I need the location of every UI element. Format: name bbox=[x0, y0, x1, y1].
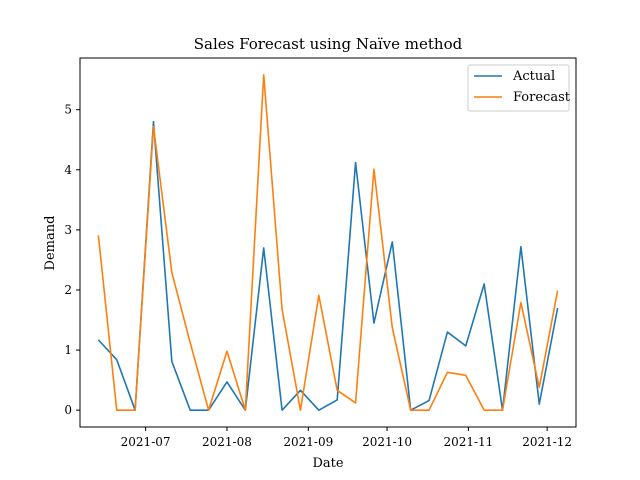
legend-label-forecast: Forecast bbox=[513, 90, 571, 105]
legend-label-actual: Actual bbox=[512, 69, 555, 84]
y-tick-label: 1 bbox=[64, 343, 72, 357]
x-tick-label: 2021-08 bbox=[202, 435, 252, 449]
y-tick-label: 3 bbox=[64, 223, 72, 237]
y-tick-label: 0 bbox=[64, 403, 72, 417]
y-tick-label: 2 bbox=[64, 283, 72, 297]
legend: Actual Forecast bbox=[467, 64, 571, 112]
x-tick-label: 2021-09 bbox=[283, 435, 333, 449]
x-tick-label: 2021-12 bbox=[522, 435, 572, 449]
x-tick-label: 2021-11 bbox=[443, 435, 493, 449]
series-layer bbox=[97, 74, 559, 411]
y-axis: 0 1 2 3 4 5 bbox=[64, 103, 80, 417]
x-tick-label: 2021-10 bbox=[362, 435, 412, 449]
y-tick-label: 5 bbox=[64, 103, 72, 117]
x-tick-label: 2021-07 bbox=[121, 435, 171, 449]
x-axis: 2021-07 2021-08 2021-09 2021-10 2021-11 2021-… bbox=[121, 427, 572, 449]
chart-title: Sales Forecast using Naïve method bbox=[194, 35, 463, 53]
y-axis-title: Demand bbox=[43, 216, 58, 271]
series-line-actual bbox=[97, 120, 559, 411]
plot-area bbox=[79, 57, 577, 428]
series-line-forecast bbox=[97, 74, 559, 411]
y-tick-label: 4 bbox=[64, 163, 72, 177]
x-axis-title: Date bbox=[312, 456, 343, 471]
